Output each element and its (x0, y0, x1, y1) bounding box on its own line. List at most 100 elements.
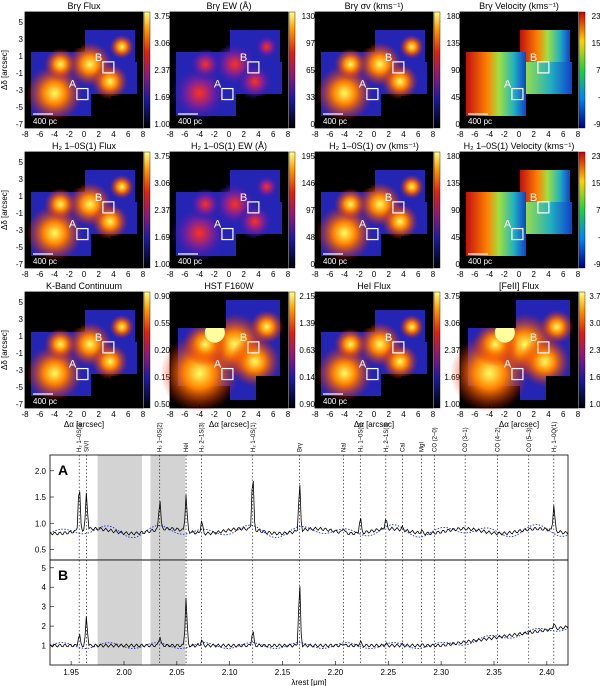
x-tick-label: 0 (82, 410, 87, 419)
line-name: HeI (184, 442, 190, 452)
x-tick-label: -2 (211, 130, 219, 139)
line-name: CO (2–0) (432, 427, 438, 452)
map-emission (399, 174, 424, 199)
x-axis-label: Δα [arcsec] (354, 420, 394, 429)
colorbar (433, 11, 441, 129)
colorbar-tick: 195 (302, 152, 316, 161)
x-tick-label: -6 (181, 130, 189, 139)
map-emission (26, 65, 83, 122)
colorbar-tick: 2.37 (589, 346, 600, 355)
map-title: HeI Flux (357, 281, 391, 291)
colorbar-tick: 1.69 (589, 373, 600, 382)
region-label: B (385, 52, 392, 64)
x-tick-label: 6 (126, 130, 131, 139)
x-tick-label: 0 (227, 410, 232, 419)
x-tick-label: -6 (326, 270, 334, 279)
map-mask (170, 152, 226, 188)
x-tick-label: -4 (341, 270, 349, 279)
line-name: CO (3–1) (463, 427, 469, 452)
x-tick-label: 2 (532, 410, 537, 419)
model-spectrum (49, 524, 569, 539)
panel-label: A (58, 462, 68, 478)
map-emission (26, 205, 83, 262)
x-tick-label: -4 (51, 410, 59, 419)
map-mask (170, 292, 226, 328)
region-box (366, 87, 379, 101)
x-tick-label: -2 (211, 270, 219, 279)
x-tick-label: 8 (286, 410, 291, 419)
telluric-band (97, 455, 142, 560)
scale-label: 400 pc (323, 397, 347, 406)
region-box (76, 227, 89, 241)
region-label: A (359, 359, 367, 371)
x-tick-label: -8 (456, 270, 464, 279)
map-mask (25, 12, 81, 48)
line-name: H₂ 1–0S(3) (77, 422, 83, 452)
colorbar-tick: 0.55 (154, 319, 170, 328)
region-box (221, 87, 234, 101)
telluric-band (150, 560, 186, 665)
colorbar-tick: 1.00 (589, 400, 600, 409)
x-tick-label: -4 (196, 130, 204, 139)
x-tick-label: 6 (416, 270, 421, 279)
x-tick-label: 0 (372, 270, 377, 279)
y-tick-label: -7 (16, 120, 24, 129)
x-tick-label: 6 (561, 270, 566, 279)
colorbar (288, 291, 296, 409)
region-box (511, 367, 524, 381)
region-label: B (530, 192, 537, 204)
x-tick-label: 4 (546, 270, 551, 279)
x-tick-label: -2 (501, 130, 509, 139)
line-name: H₂ 1–0S(2) (158, 422, 164, 452)
line-name: H₂ 2–1S(1) (384, 422, 390, 452)
map-field (466, 52, 526, 116)
colorbar-tick: 33 (306, 93, 315, 102)
region-box (511, 87, 524, 101)
x-tick-label: 8 (431, 270, 436, 279)
map-panel: Brγ EW (Å) A B 400 pc 130 97 65 33 0 -8 -6 -4 -2 0 2 4 6… (166, 1, 315, 139)
x-axis-label: Δα [arcsec] (499, 420, 539, 429)
y-tick-label: 1 (19, 52, 24, 61)
y-axis-label: Δδ [arcsec] (0, 190, 9, 230)
colorbar-tick: 3.75 (154, 152, 170, 161)
y-tick-label: -5 (16, 383, 24, 392)
x-tick-label: 2 (387, 130, 392, 139)
x-tick-label: 2.30 (433, 668, 449, 677)
map-emission (26, 345, 83, 402)
x-tick-label: -8 (456, 410, 464, 419)
x-tick-label: 0 (82, 130, 87, 139)
x-tick-label: 2.25 (380, 668, 396, 677)
colorbar-tick: 2.37 (444, 346, 460, 355)
y-tick-label: 5 (19, 158, 24, 167)
x-tick-label: 4 (111, 270, 116, 279)
colorbar-tick: 0.14 (299, 373, 315, 382)
x-tick-label: 2 (242, 270, 247, 279)
map-panel: H₂ 1–0S(1) Flux A B 400 pc 3.75 3.06 2.37 1.69 1… (0, 141, 171, 279)
y-tick-label: -3 (16, 86, 24, 95)
map-mask (460, 152, 516, 188)
map-title: Brγ Flux (67, 1, 101, 11)
spectrum-x-axis: 1.95 2.00 2.05 2.10 2.15 2.20 2.25 2.30 2.35 2.40… (63, 661, 555, 686)
x-tick-label: -2 (66, 270, 74, 279)
y-tick-label: 1.0 (35, 519, 47, 528)
x-tick-label: 8 (576, 410, 581, 419)
colorbar-tick: 1.39 (299, 319, 315, 328)
colorbar-tick: 135 (447, 179, 461, 188)
scale-label: 400 pc (33, 397, 57, 406)
x-tick-label: -2 (66, 410, 74, 419)
colorbar-tick: 3.75 (154, 12, 170, 21)
scale-label: 400 pc (468, 257, 492, 266)
map-emission (399, 314, 424, 339)
region-box (537, 341, 550, 354)
map-title: H₂ 1–0S(1) Velocity (kms⁻¹) (464, 141, 575, 151)
map-emission (229, 336, 281, 387)
map-panel: Brγ Velocity (kms⁻¹) A B 400 pc 230 150 70 -9 -9… (456, 1, 600, 139)
y-tick-label: 1 (42, 642, 47, 651)
x-tick-label: -4 (51, 130, 59, 139)
map-mask (25, 292, 81, 328)
x-tick-label: 8 (576, 270, 581, 279)
map-panel: [FeII] Flux A B 3.75 3.06 2.37 1.69 1.00 -8 -6 -4-… (450, 281, 600, 429)
y-tick-label: 3 (19, 175, 24, 184)
x-tick-label: 8 (286, 270, 291, 279)
